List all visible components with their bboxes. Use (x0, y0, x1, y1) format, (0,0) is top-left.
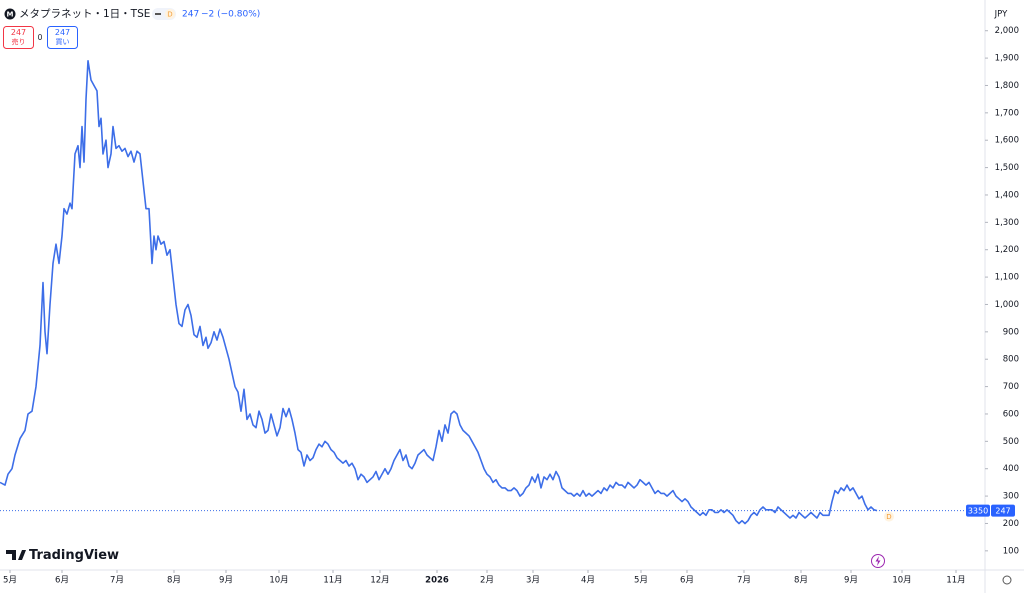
x-tick-label: 6月 (55, 576, 69, 586)
last-price-label: 247 (995, 507, 1010, 516)
x-tick-label: 5月 (3, 576, 17, 586)
x-tick-label: 12月 (370, 576, 389, 586)
x-tick-label: 5月 (634, 576, 648, 586)
sell-button[interactable] (3, 26, 34, 49)
x-tick-label: 11月 (323, 576, 342, 586)
countdown-box (966, 504, 990, 517)
y-tick-label: 1,100 (995, 273, 1019, 283)
event-marker-bg (884, 511, 894, 522)
logo: TradingView (29, 548, 119, 563)
buy-button[interactable] (47, 26, 78, 49)
y-tick-label: 100 (1003, 546, 1019, 556)
x-tick-label: 3月 (526, 576, 540, 586)
x-tick-label: 10月 (892, 576, 911, 586)
buy-label: 買い (56, 38, 70, 46)
settings-icon[interactable] (1002, 575, 1012, 585)
x-tick-label: 9月 (844, 576, 858, 586)
x-tick-label: 7月 (110, 576, 124, 586)
x-tick-label: 10月 (269, 576, 288, 586)
y-tick-label: 500 (1003, 437, 1019, 447)
x-tick-label: 11月 (946, 576, 965, 586)
interval-badge: D (167, 11, 172, 19)
y-tick-label: 1,000 (995, 300, 1019, 310)
y-tick-label: 800 (1003, 355, 1019, 365)
symbol-icon-text: M (7, 11, 14, 19)
y-tick-label: 700 (1003, 382, 1019, 392)
buy-price: 247 (55, 28, 70, 37)
plot (0, 60, 985, 525)
y-tick-label: 2,000 (995, 26, 1019, 36)
event-marker: D (886, 513, 891, 521)
x-tick-label: 7月 (737, 576, 751, 586)
status-dash (155, 13, 161, 15)
y-tick-label: 1,400 (995, 190, 1019, 200)
y-tick-label: 300 (1003, 492, 1019, 502)
last-price: 247 (182, 10, 199, 20)
y-tick-label: 600 (1003, 409, 1019, 419)
y-tick-label: 1,700 (995, 108, 1019, 118)
currency[interactable]: JPY (994, 10, 1008, 20)
interval-badge-bg (165, 9, 175, 19)
symbol-title[interactable]: メタプラネット・1日・TSE (19, 8, 150, 20)
x-tick-label: 2026 (425, 576, 449, 586)
symbol-icon (4, 8, 16, 20)
y-tick-label: 1,300 (995, 218, 1019, 228)
x-tick-label: 8月 (794, 576, 808, 586)
x-tick-label: 4月 (581, 576, 595, 586)
last-price-box (991, 504, 1015, 517)
sell-price: 247 (11, 28, 26, 37)
y-tick-label: 1,900 (995, 54, 1019, 64)
lightning-bolt (875, 556, 881, 566)
countdown: 3350 (968, 507, 988, 516)
y-tick-label: 400 (1003, 464, 1019, 474)
y-tick-label: 200 (1003, 519, 1019, 529)
y-tick-label: 1,500 (995, 163, 1019, 173)
price-line (0, 60, 878, 525)
y-tick-label: 900 (1003, 327, 1019, 337)
x-tick-label: 6月 (680, 576, 694, 586)
y-tick-label: 1,600 (995, 136, 1019, 146)
price-change: −2 (−0.80%) (201, 10, 260, 20)
y-tick-label: 1,800 (995, 81, 1019, 91)
sell-label: 売り (12, 37, 26, 46)
x-tick-label: 2月 (480, 576, 494, 586)
x-tick-label: 9月 (219, 576, 233, 586)
logo-icon (6, 550, 26, 560)
x-tick-label: 8月 (167, 576, 181, 586)
y-tick-label: 1,200 (995, 245, 1019, 255)
spread: 0 (38, 33, 43, 42)
